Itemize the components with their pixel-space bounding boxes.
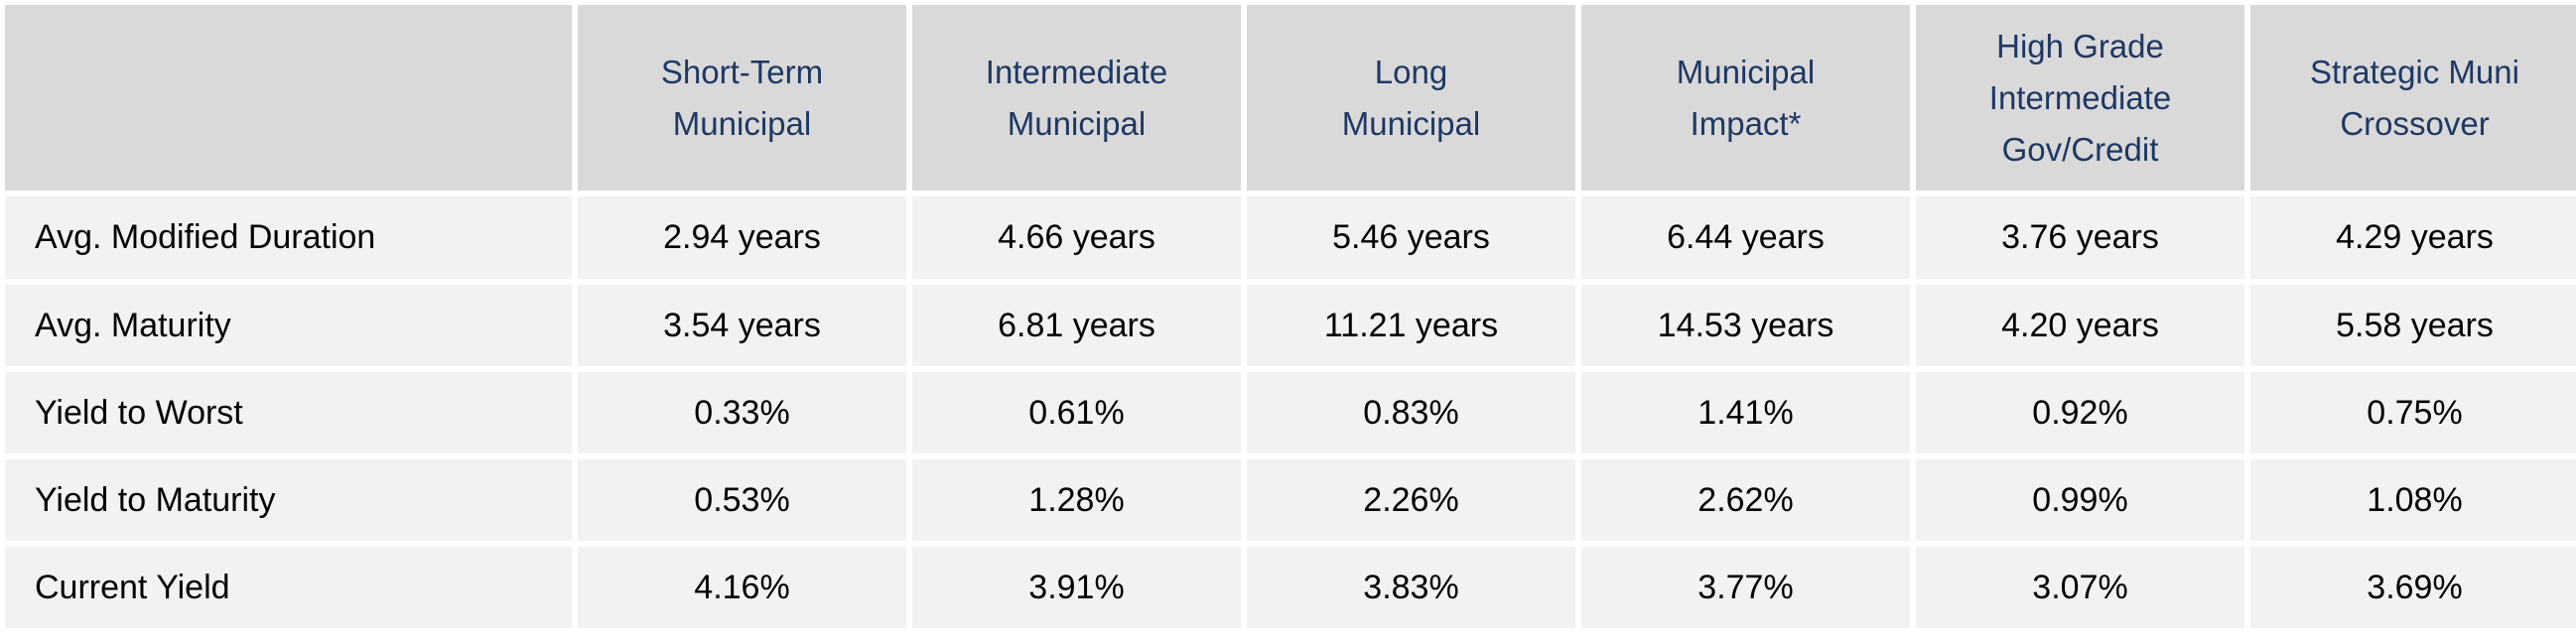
table-cell: 2.62% bbox=[1581, 459, 1910, 541]
table-cell: 0.99% bbox=[1916, 459, 2244, 541]
table-cell: 1.41% bbox=[1581, 372, 1910, 453]
table-row-avg-maturity: Avg. Maturity 3.54 years 6.81 years 11.2… bbox=[5, 285, 2576, 366]
column-header-strategic-muni-crossover: Strategic Muni Crossover bbox=[2250, 5, 2576, 191]
table-cell: 3.83% bbox=[1247, 547, 1575, 628]
table-cell: 1.28% bbox=[912, 459, 1241, 541]
table-cell: 6.44 years bbox=[1581, 196, 1910, 279]
table-cell: 2.94 years bbox=[578, 196, 906, 279]
table-cell: 0.61% bbox=[912, 372, 1241, 453]
table-row-yield-to-maturity: Yield to Maturity 0.53% 1.28% 2.26% 2.62… bbox=[5, 459, 2576, 541]
table-cell: 4.20 years bbox=[1916, 285, 2244, 366]
column-header-line: Municipal bbox=[1676, 53, 1816, 90]
column-header-long-municipal: Long Municipal bbox=[1247, 5, 1575, 191]
column-header-line: Strategic Muni bbox=[2310, 53, 2519, 90]
table-cell: 0.53% bbox=[578, 459, 906, 541]
column-header-line: Gov/Credit bbox=[2001, 130, 2159, 168]
column-header-line: Municipal bbox=[1007, 104, 1147, 142]
table-row-yield-to-worst: Yield to Worst 0.33% 0.61% 0.83% 1.41% 0… bbox=[5, 372, 2576, 453]
table-cell: 2.26% bbox=[1247, 459, 1575, 541]
table-cell: 0.92% bbox=[1916, 372, 2244, 453]
column-header-line: Long bbox=[1374, 53, 1448, 90]
column-header-high-grade-intermediate-gov-credit: High Grade Intermediate Gov/Credit bbox=[1916, 5, 2244, 191]
column-header-line: Intermediate bbox=[1988, 78, 2172, 116]
table-cell: 3.54 years bbox=[578, 285, 906, 366]
column-header-line: Short-Term bbox=[660, 53, 824, 90]
table-row-current-yield: Current Yield 4.16% 3.91% 3.83% 3.77% 3.… bbox=[5, 547, 2576, 628]
header-corner-cell bbox=[5, 5, 572, 191]
column-header-line: Municipal bbox=[672, 104, 812, 142]
table-cell: 11.21 years bbox=[1247, 285, 1575, 366]
column-header-line: Impact* bbox=[1690, 104, 1802, 142]
table-cell: 4.66 years bbox=[912, 196, 1241, 279]
table-cell: 5.58 years bbox=[2250, 285, 2576, 366]
header-row: Short-Term Municipal Intermediate Munici… bbox=[5, 5, 2576, 191]
row-label: Avg. Modified Duration bbox=[5, 196, 572, 279]
table-cell: 3.69% bbox=[2250, 547, 2576, 628]
row-label: Yield to Maturity bbox=[5, 459, 572, 541]
row-label: Yield to Worst bbox=[5, 372, 572, 453]
table-cell: 0.75% bbox=[2250, 372, 2576, 453]
row-label: Current Yield bbox=[5, 547, 572, 628]
table-cell: 3.77% bbox=[1581, 547, 1910, 628]
column-header-municipal-impact: Municipal Impact* bbox=[1581, 5, 1910, 191]
table-cell: 14.53 years bbox=[1581, 285, 1910, 366]
column-header-line: High Grade bbox=[1996, 27, 2164, 64]
column-header-line: Municipal bbox=[1341, 104, 1481, 142]
table-cell: 6.81 years bbox=[912, 285, 1241, 366]
table-cell: 1.08% bbox=[2250, 459, 2576, 541]
table-cell: 3.07% bbox=[1916, 547, 2244, 628]
table-row-avg-modified-duration: Avg. Modified Duration 2.94 years 4.66 y… bbox=[5, 196, 2576, 279]
table-cell: 0.83% bbox=[1247, 372, 1575, 453]
table-cell: 3.91% bbox=[912, 547, 1241, 628]
table-cell: 5.46 years bbox=[1247, 196, 1575, 279]
table-cell: 4.16% bbox=[578, 547, 906, 628]
column-header-intermediate-municipal: Intermediate Municipal bbox=[912, 5, 1241, 191]
table-cell: 3.76 years bbox=[1916, 196, 2244, 279]
column-header-short-term-municipal: Short-Term Municipal bbox=[578, 5, 906, 191]
column-header-line: Crossover bbox=[2340, 104, 2490, 142]
row-label: Avg. Maturity bbox=[5, 285, 572, 366]
table-cell: 4.29 years bbox=[2250, 196, 2576, 279]
column-header-line: Intermediate bbox=[985, 53, 1168, 90]
table-cell: 0.33% bbox=[578, 372, 906, 453]
